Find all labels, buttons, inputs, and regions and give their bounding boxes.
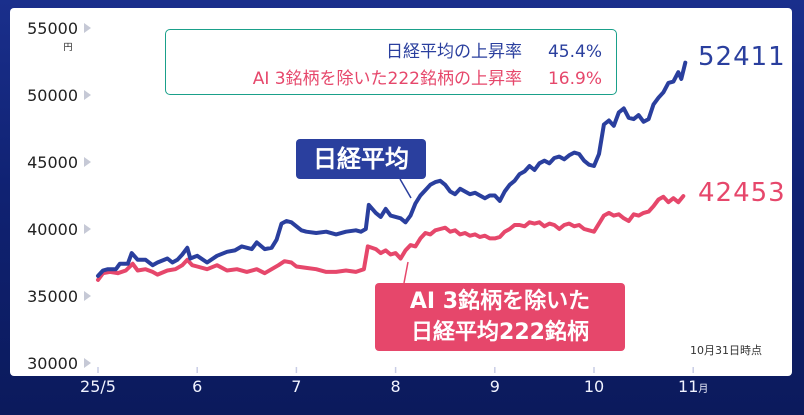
- ex-ai-end-value: 42453: [698, 178, 786, 208]
- x-tick-label: 8: [391, 377, 401, 396]
- legend-row-nikkei: 日経平均の上昇率 45.4%: [386, 37, 602, 62]
- nikkei-series-line: [96, 60, 688, 278]
- y-tick-label: 40000: [27, 220, 78, 239]
- x-axis: 25/5 6 7 8 9 10 11月: [80, 367, 708, 396]
- legend-value-ex-ai: 16.9%: [547, 69, 602, 89]
- ex-ai-callout-line2: 日経平均222銘柄: [411, 320, 589, 345]
- y-tick-label: 45000: [27, 153, 78, 172]
- series-lines: [96, 60, 688, 282]
- ex-ai-series-line: [96, 194, 686, 282]
- x-tick-label: 10: [584, 377, 604, 396]
- ex-ai-callout-leader: [403, 261, 409, 284]
- nikkei-end-value: 52411: [698, 42, 786, 72]
- x-tick-label: 6: [192, 377, 202, 396]
- x-tick-suffix: 月: [698, 383, 708, 395]
- as-of-note: 10月31日時点: [690, 344, 762, 357]
- y-tick-label: 30000: [27, 354, 78, 373]
- legend-label-ex-ai: AI 3銘柄を除いた222銘柄の上昇率: [252, 69, 522, 89]
- y-tick-label: 35000: [27, 287, 78, 306]
- y-axis: 30000 35000 40000 45000 50000 55000: [27, 19, 91, 373]
- legend-row-ex-ai: AI 3銘柄を除いた222銘柄の上昇率 16.9%: [253, 64, 602, 89]
- legend-value-nikkei: 45.4%: [547, 42, 602, 62]
- ex-ai-callout: AI 3銘柄を除いた 日経平均222銘柄: [375, 283, 625, 351]
- y-tick-marker: [84, 224, 91, 234]
- callout-leaders: [399, 178, 412, 284]
- x-tick-label: 7: [291, 377, 301, 396]
- y-tick-marker: [84, 291, 91, 301]
- ex-ai-callout-line1: AI 3銘柄を除いた: [409, 289, 591, 314]
- y-tick-marker: [84, 90, 91, 100]
- y-tick-label: 50000: [27, 86, 78, 105]
- x-tick-label: 9: [490, 377, 500, 396]
- x-tick-label: 25/5: [80, 377, 116, 396]
- legend-box: 日経平均の上昇率 45.4% AI 3銘柄を除いた222銘柄の上昇率 16.9%: [165, 29, 617, 95]
- y-tick-marker: [84, 358, 91, 368]
- y-tick-marker: [84, 23, 91, 33]
- nikkei-callout-leader: [399, 178, 412, 199]
- y-tick-label: 55000: [27, 19, 78, 38]
- nikkei-callout: 日経平均: [296, 139, 426, 179]
- x-tick-label: 11月: [678, 377, 708, 396]
- y-unit-label: 円: [63, 42, 72, 53]
- legend-label-nikkei: 日経平均の上昇率: [386, 42, 522, 62]
- y-tick-marker: [84, 157, 91, 167]
